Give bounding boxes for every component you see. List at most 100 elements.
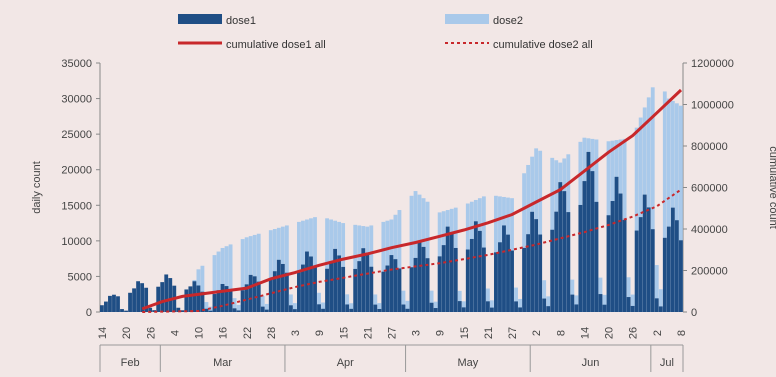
dose1-bar bbox=[248, 274, 253, 312]
left-tick-label: 5000 bbox=[68, 271, 92, 283]
dose1-bar bbox=[184, 289, 189, 312]
dose1-bar bbox=[626, 297, 631, 312]
x-date-tick-label: 20 bbox=[604, 327, 616, 339]
dose2-bar bbox=[654, 265, 659, 312]
cumulative-dose2-line bbox=[142, 188, 682, 313]
dose1-bar bbox=[180, 310, 185, 312]
dose1-bar bbox=[433, 308, 438, 312]
dose1-bar bbox=[562, 191, 567, 312]
dose1-bar bbox=[634, 230, 639, 312]
dose1-bar bbox=[232, 308, 237, 312]
dose1-bar bbox=[678, 240, 683, 312]
dose1-bar bbox=[341, 266, 346, 312]
dose2-bar bbox=[317, 292, 321, 312]
dose1-bar bbox=[481, 247, 486, 312]
dose2-bar bbox=[236, 304, 241, 312]
dose1-bar bbox=[377, 308, 382, 312]
dose2-bar bbox=[490, 300, 494, 312]
dose1-bar bbox=[630, 305, 635, 312]
dose1-bar bbox=[212, 294, 217, 312]
month-label: Mar bbox=[213, 357, 232, 369]
dose1-bar bbox=[582, 181, 587, 312]
dose2-bar bbox=[670, 100, 675, 312]
dose2-bar bbox=[429, 290, 434, 312]
x-date-tick-label: 28 bbox=[266, 327, 278, 339]
dose1-bar bbox=[192, 281, 197, 312]
dose1-bar bbox=[329, 261, 333, 312]
dose1-bar bbox=[288, 305, 293, 312]
dose1-bar bbox=[345, 304, 350, 312]
dose1-bar bbox=[321, 308, 325, 312]
dose1-bar bbox=[413, 257, 418, 312]
x-date-tick-label: 14 bbox=[97, 327, 109, 339]
dose2-bar bbox=[272, 229, 277, 312]
dose1-bar bbox=[256, 281, 261, 312]
dose1-bar bbox=[220, 283, 225, 312]
right-tick-label: 1000000 bbox=[691, 100, 734, 112]
dose2-bar bbox=[646, 97, 651, 312]
dose2-bar bbox=[240, 239, 245, 312]
dose1-bar bbox=[313, 266, 317, 312]
dose2-bar bbox=[353, 224, 358, 312]
dose1-bar bbox=[570, 294, 575, 312]
dose1-bar bbox=[397, 268, 402, 312]
dose2-bar bbox=[514, 287, 518, 312]
dose1-bar bbox=[228, 290, 233, 312]
dose2-bar bbox=[200, 265, 205, 312]
x-date-tick-label: 26 bbox=[628, 327, 640, 339]
dose1-bar bbox=[224, 286, 229, 312]
dose2-bar bbox=[313, 217, 317, 312]
dose1-bar bbox=[574, 304, 579, 312]
dose1-bar bbox=[658, 306, 663, 312]
dose1-bar bbox=[449, 233, 454, 312]
dose2-bar bbox=[542, 280, 547, 312]
legend-label-dose2: dose2 bbox=[493, 15, 523, 27]
dose1-bar bbox=[244, 284, 249, 312]
dose2-bar bbox=[485, 288, 490, 312]
dose1-bar bbox=[650, 229, 655, 312]
legend-label-dose1: dose1 bbox=[226, 15, 256, 27]
dose1-bar bbox=[100, 305, 104, 312]
x-date-tick-label: 21 bbox=[362, 327, 374, 339]
dose1-bar bbox=[124, 310, 128, 312]
x-date-tick-label: 15 bbox=[459, 327, 471, 339]
dose1-bar bbox=[666, 226, 671, 312]
dose1-bar bbox=[606, 215, 611, 312]
dose1-bar bbox=[457, 301, 462, 312]
dose2-bar bbox=[212, 255, 217, 312]
dose2-bar bbox=[678, 105, 683, 312]
right-tick-label: 400000 bbox=[691, 224, 728, 236]
x-date-tick-label: 4 bbox=[169, 330, 181, 336]
dose1-bar bbox=[594, 201, 599, 312]
dose1-bar bbox=[425, 258, 430, 312]
dose1-bar bbox=[477, 230, 482, 312]
dose1-bar bbox=[333, 248, 338, 312]
dose2-bar bbox=[264, 303, 269, 312]
dose2-bar bbox=[630, 294, 635, 312]
legend-swatch-dose1 bbox=[178, 14, 222, 24]
dose1-bar bbox=[309, 256, 313, 312]
dose1-bar bbox=[417, 242, 422, 312]
x-date-tick-label: 3 bbox=[411, 330, 423, 336]
dose1-bar bbox=[353, 268, 358, 312]
dose1-bar bbox=[654, 298, 659, 312]
x-date-tick-label: 14 bbox=[579, 327, 591, 339]
cumulative-dose1-line bbox=[141, 88, 683, 311]
dose1-bar bbox=[240, 290, 245, 312]
dose1-bar bbox=[622, 219, 627, 312]
dose2-bar bbox=[401, 290, 406, 312]
dose2-bar bbox=[248, 236, 253, 312]
dose1-bar bbox=[518, 307, 522, 312]
x-date-tick-label: 2 bbox=[531, 330, 543, 336]
x-date-tick-label: 16 bbox=[218, 327, 230, 339]
dose1-bar bbox=[534, 219, 539, 312]
dose2-bar bbox=[538, 150, 543, 312]
dose1-bar bbox=[385, 265, 390, 312]
dose1-bar bbox=[401, 304, 406, 312]
month-label: Feb bbox=[121, 357, 140, 369]
dose1-bar bbox=[284, 272, 289, 312]
dose1-bar bbox=[578, 204, 583, 312]
dose1-bar bbox=[494, 252, 498, 312]
dose2-bar bbox=[260, 296, 265, 312]
